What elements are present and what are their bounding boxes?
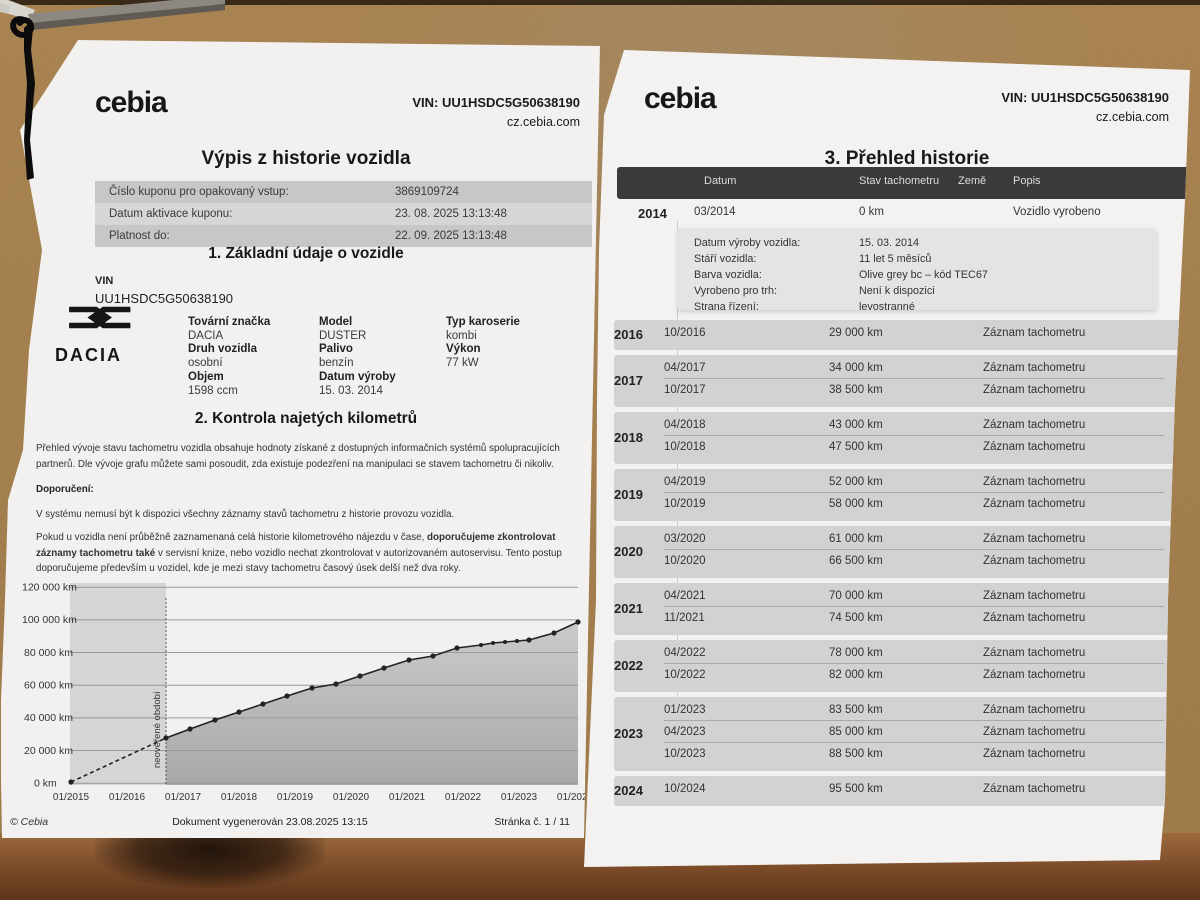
svg-text:01/2017: 01/2017 (165, 792, 202, 803)
svg-text:01/2016: 01/2016 (109, 792, 146, 803)
svg-text:60 000 km: 60 000 km (24, 680, 73, 692)
svg-text:neověřené období: neověřené období (152, 691, 163, 768)
svg-text:120 000 km: 120 000 km (22, 582, 77, 594)
svg-text:01/2020: 01/2020 (333, 792, 370, 803)
svg-text:0 km: 0 km (34, 778, 57, 790)
svg-text:01/2019: 01/2019 (277, 792, 314, 803)
svg-text:01/2022: 01/2022 (445, 792, 482, 803)
svg-text:01/2021: 01/2021 (389, 792, 426, 803)
svg-text:80 000 km: 80 000 km (24, 647, 73, 659)
svg-text:40 000 km: 40 000 km (24, 712, 73, 724)
svg-text:01/2015: 01/2015 (53, 792, 90, 803)
svg-text:01/2023: 01/2023 (501, 792, 538, 803)
svg-text:100 000 km: 100 000 km (22, 614, 77, 626)
svg-text:20 000 km: 20 000 km (24, 745, 73, 757)
svg-text:01/2018: 01/2018 (221, 792, 258, 803)
